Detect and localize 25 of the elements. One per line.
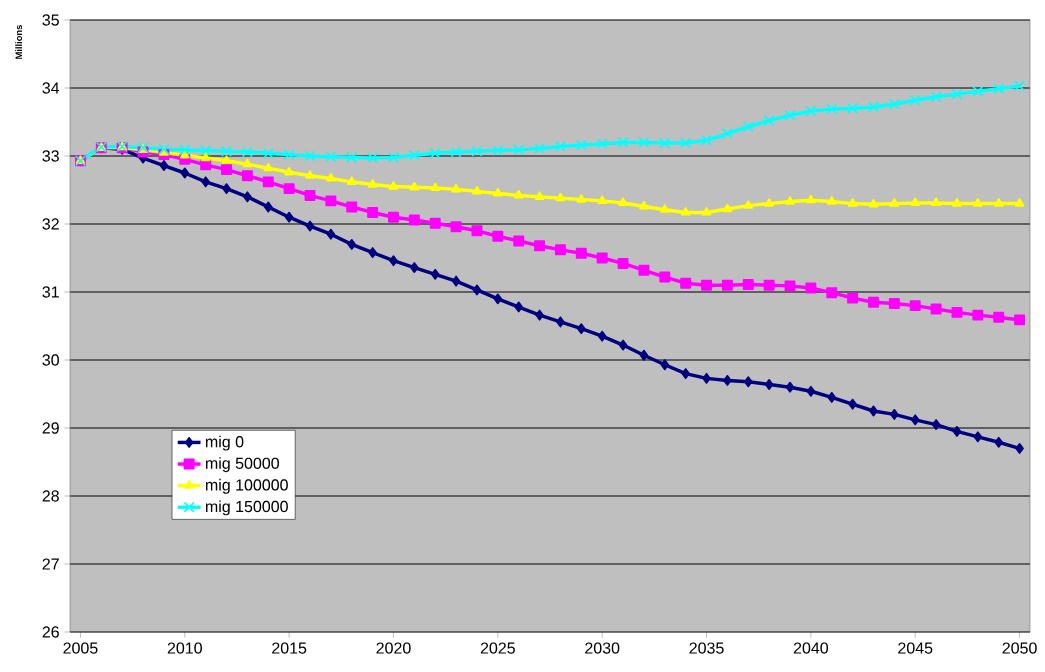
legend-label: mig 100000	[206, 478, 288, 494]
y-tick-label: 28	[42, 490, 59, 502]
legend-label: mig 150000	[206, 500, 288, 516]
y-tick-label: 33	[42, 150, 59, 162]
x-tick-label: 2010	[167, 642, 202, 654]
x-tick-label: 2030	[585, 642, 620, 654]
x-tick-label: 2020	[376, 642, 411, 654]
y-tick-label: 31	[42, 286, 59, 298]
y-tick-label: 30	[42, 354, 59, 366]
x-tick-label: 2005	[63, 642, 98, 654]
x-tick-label: 2040	[793, 642, 829, 654]
y-tick-label: 26	[42, 626, 59, 638]
x-tick-label: 2025	[480, 642, 515, 654]
y-tick-label: 35	[42, 14, 59, 26]
legend-label: mig 50000	[206, 457, 279, 473]
y-tick-label: 32	[42, 218, 59, 230]
x-tick-label: 2035	[689, 642, 724, 654]
y-tick-label: 34	[42, 82, 60, 94]
y-tick-label: 29	[42, 422, 59, 434]
x-tick-label: 2045	[898, 642, 933, 654]
y-tick-label: 27	[42, 558, 59, 570]
x-tick-label: 2050	[1002, 642, 1037, 654]
legend-label: mig 0	[206, 435, 244, 451]
y-axis-title: Millions	[15, 25, 23, 59]
x-tick-label: 2015	[272, 642, 307, 654]
